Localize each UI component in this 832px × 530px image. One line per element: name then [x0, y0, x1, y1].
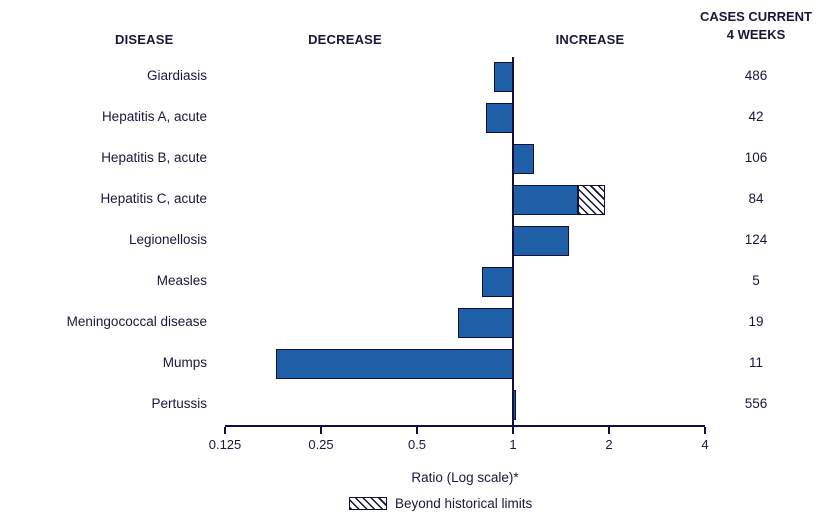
cases-value: 556 [744, 395, 768, 411]
disease-label: Measles [156, 272, 207, 288]
cases-value: 11 [748, 354, 763, 370]
x-tick-label: 0.5 [407, 437, 427, 452]
x-tick-label: 2 [605, 437, 613, 452]
x-tick [704, 426, 706, 434]
x-tick [320, 426, 322, 434]
disease-label: Legionellosis [128, 232, 207, 247]
cases-header-line2: 4 WEEKS [726, 26, 786, 42]
bar [513, 389, 516, 420]
x-tick-label: 0.125 [208, 437, 242, 452]
column-header-disease: DISEASE [115, 32, 174, 47]
x-tick [224, 426, 226, 434]
bar [482, 266, 513, 297]
bar [275, 348, 513, 379]
x-tick-label: 0.25 [308, 437, 334, 452]
cases-header-line1: CASES CURRENT [700, 9, 812, 24]
cases-value: 5 [752, 272, 760, 288]
bar [493, 62, 513, 93]
hatched-bar-beyond-limits [578, 185, 606, 216]
column-header-decrease: DECREASE [308, 32, 382, 47]
legend: Beyond historical limits [349, 496, 532, 511]
cases-value: 19 [748, 313, 764, 329]
bar [485, 103, 513, 134]
bar [513, 226, 570, 256]
x-tick [416, 426, 418, 434]
disease-label: Giardiasis [146, 68, 207, 84]
bar [513, 185, 579, 216]
x-axis-label: Ratio (Log scale)* [411, 470, 519, 485]
cases-value: 106 [744, 150, 768, 166]
disease-label: Meningococcal disease [66, 313, 207, 329]
cases-value: 486 [744, 68, 768, 84]
cases-value: 124 [744, 232, 768, 247]
legend-hatched-swatch [349, 497, 387, 510]
disease-label: Hepatitis A, acute [101, 109, 207, 125]
disease-label: Mumps [162, 354, 207, 370]
cases-value: 42 [748, 109, 764, 125]
x-tick-label: 1 [509, 437, 517, 452]
x-tick [608, 426, 610, 434]
disease-label: Hepatitis B, acute [101, 150, 207, 166]
cases-value: 84 [748, 191, 764, 207]
x-tick-label: 4 [701, 437, 709, 452]
bar [457, 307, 513, 338]
x-axis-line [225, 425, 705, 427]
column-header-increase: INCREASE [555, 32, 625, 47]
bar [513, 144, 534, 175]
disease-label: Pertussis [151, 395, 207, 411]
disease-label: Hepatitis C, acute [100, 191, 207, 207]
x-tick [512, 426, 514, 434]
legend-label: Beyond historical limits [395, 496, 533, 511]
column-header-cases: CASES CURRENT 4 WEEKS [690, 8, 822, 43]
